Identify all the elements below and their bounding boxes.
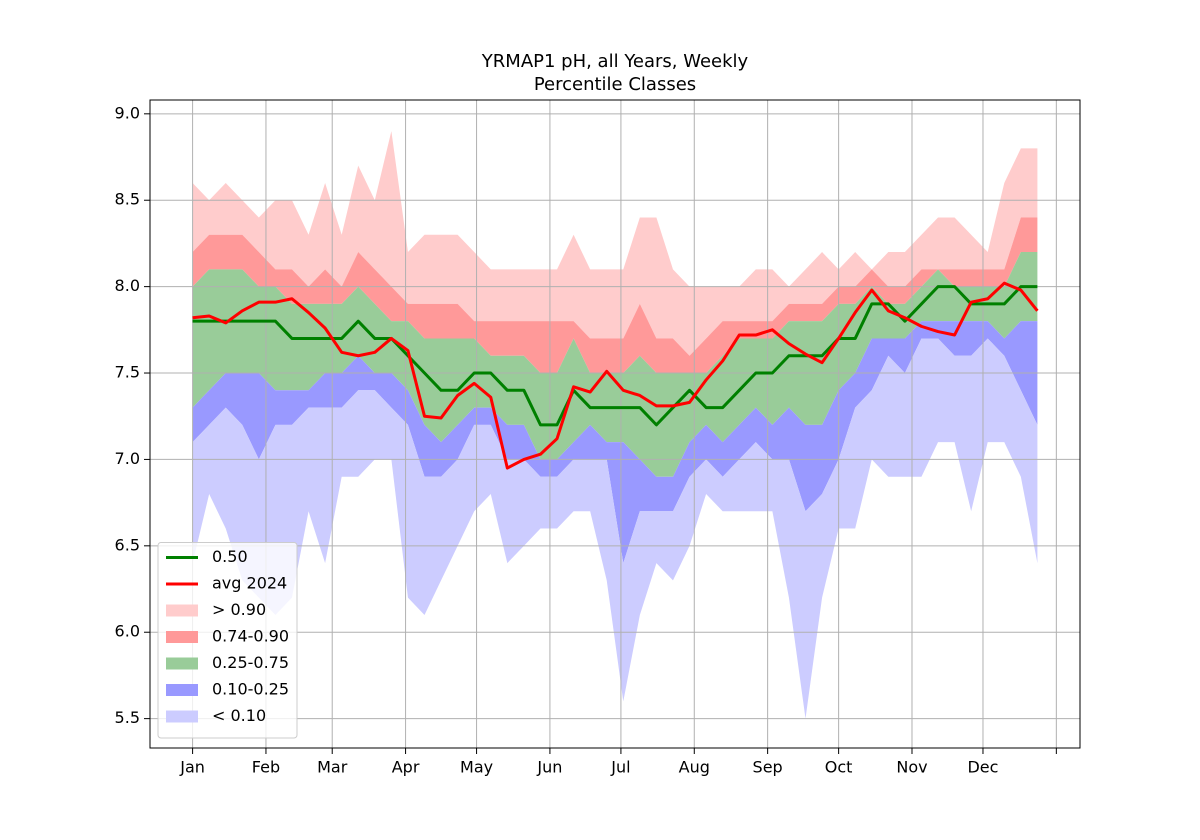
y-tick-label: 9.0 bbox=[115, 103, 140, 122]
band-area bbox=[192, 131, 1038, 356]
x-tick-label: May bbox=[460, 758, 493, 777]
legend-label: 0.10-0.25 bbox=[212, 680, 289, 699]
y-tick-label: 7.0 bbox=[115, 449, 140, 468]
legend-label: 0.25-0.75 bbox=[212, 653, 289, 672]
legend-patch bbox=[166, 684, 198, 696]
y-tick-label: 5.5 bbox=[115, 708, 140, 727]
x-tick-label: Nov bbox=[896, 758, 927, 777]
y-tick-label: 8.5 bbox=[115, 190, 140, 209]
chart-title: YRMAP1 pH, all Years, Weekly bbox=[481, 51, 749, 72]
x-tick-label: Apr bbox=[392, 758, 420, 777]
band-area bbox=[192, 321, 1038, 564]
legend-patch bbox=[166, 631, 198, 643]
x-tick-label: Jul bbox=[610, 758, 630, 777]
x-tick-label: Sep bbox=[753, 758, 783, 777]
x-tick-label: Oct bbox=[825, 758, 853, 777]
legend-patch bbox=[166, 710, 198, 723]
band-area bbox=[192, 217, 1038, 374]
y-tick-label: 8.0 bbox=[115, 276, 140, 295]
series-line bbox=[192, 281, 1039, 470]
x-tick-label: Dec bbox=[967, 758, 998, 777]
y-tick-label: 6.5 bbox=[115, 535, 140, 554]
x-tick-label: Jan bbox=[179, 758, 205, 777]
legend-patch bbox=[166, 657, 198, 670]
x-tick-label: Mar bbox=[317, 758, 348, 777]
legend-label: 0.50 bbox=[212, 547, 248, 566]
legend-label: > 0.90 bbox=[212, 600, 266, 619]
y-tick-label: 7.5 bbox=[115, 363, 140, 382]
legend-label: avg 2024 bbox=[212, 574, 287, 593]
legend-label: 0.74-0.90 bbox=[212, 627, 289, 646]
band-area bbox=[192, 252, 1038, 477]
band-area bbox=[192, 338, 1038, 719]
legend-patch bbox=[166, 604, 198, 617]
axes-frame bbox=[149, 99, 1081, 749]
legend: 0.50 avg 2024 > 0.90 0.74-0.90 0.25-0.75 0.10… bbox=[157, 542, 298, 739]
chart-subtitle: Percentile Classes bbox=[534, 74, 696, 95]
y-tick-label: 6.0 bbox=[115, 622, 140, 641]
x-tick-label: Aug bbox=[679, 758, 710, 777]
legend-label: < 0.10 bbox=[212, 706, 266, 725]
x-tick-label: Feb bbox=[252, 758, 280, 777]
x-tick-label: Jun bbox=[536, 758, 562, 777]
